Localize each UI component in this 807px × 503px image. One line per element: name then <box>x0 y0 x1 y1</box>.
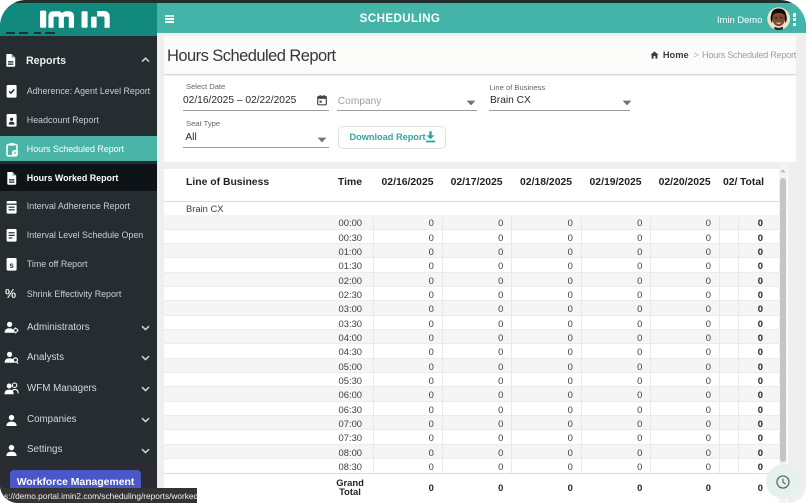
svg-text:s: s <box>9 261 14 270</box>
